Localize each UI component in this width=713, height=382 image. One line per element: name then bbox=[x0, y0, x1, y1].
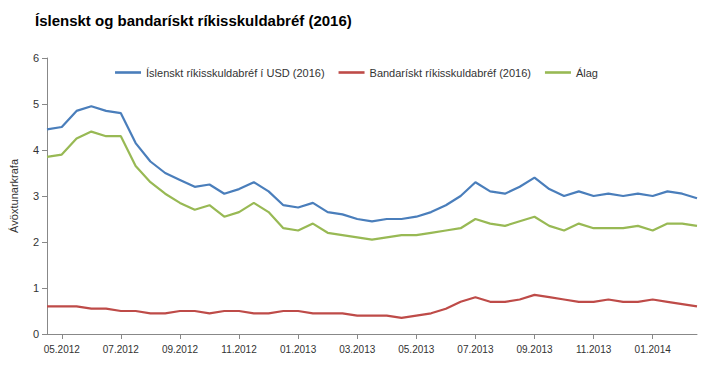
svg-text:09.2013: 09.2013 bbox=[516, 344, 553, 355]
svg-text:01.2013: 01.2013 bbox=[280, 344, 317, 355]
svg-text:07.2013: 07.2013 bbox=[457, 344, 494, 355]
svg-text:6: 6 bbox=[33, 52, 39, 64]
svg-text:3: 3 bbox=[33, 190, 39, 202]
svg-text:1: 1 bbox=[33, 282, 39, 294]
svg-text:4: 4 bbox=[33, 144, 39, 156]
svg-text:0: 0 bbox=[33, 328, 39, 340]
svg-text:Íslenskt og bandarískt ríkissk: Íslenskt og bandarískt ríkisskuldabréf (… bbox=[35, 12, 352, 29]
svg-text:11.2013: 11.2013 bbox=[576, 344, 612, 355]
svg-text:09.2012: 09.2012 bbox=[162, 344, 199, 355]
svg-text:Bandarískt ríkisskuldabréf (20: Bandarískt ríkisskuldabréf (2016) bbox=[370, 67, 531, 79]
svg-text:5: 5 bbox=[33, 98, 39, 110]
svg-text:01.2014: 01.2014 bbox=[635, 344, 672, 355]
svg-text:Ávöxtunarkrafa: Ávöxtunarkrafa bbox=[8, 158, 20, 233]
svg-text:11.2012: 11.2012 bbox=[221, 344, 257, 355]
svg-text:05.2013: 05.2013 bbox=[398, 344, 435, 355]
svg-text:05.2012: 05.2012 bbox=[44, 344, 81, 355]
svg-text:Íslenskt ríkisskuldabréf í USD: Íslenskt ríkisskuldabréf í USD (2016) bbox=[146, 67, 325, 79]
svg-text:07.2012: 07.2012 bbox=[103, 344, 140, 355]
svg-text:2: 2 bbox=[33, 236, 39, 248]
svg-text:Álag: Álag bbox=[576, 67, 598, 79]
svg-text:03.2013: 03.2013 bbox=[339, 344, 376, 355]
